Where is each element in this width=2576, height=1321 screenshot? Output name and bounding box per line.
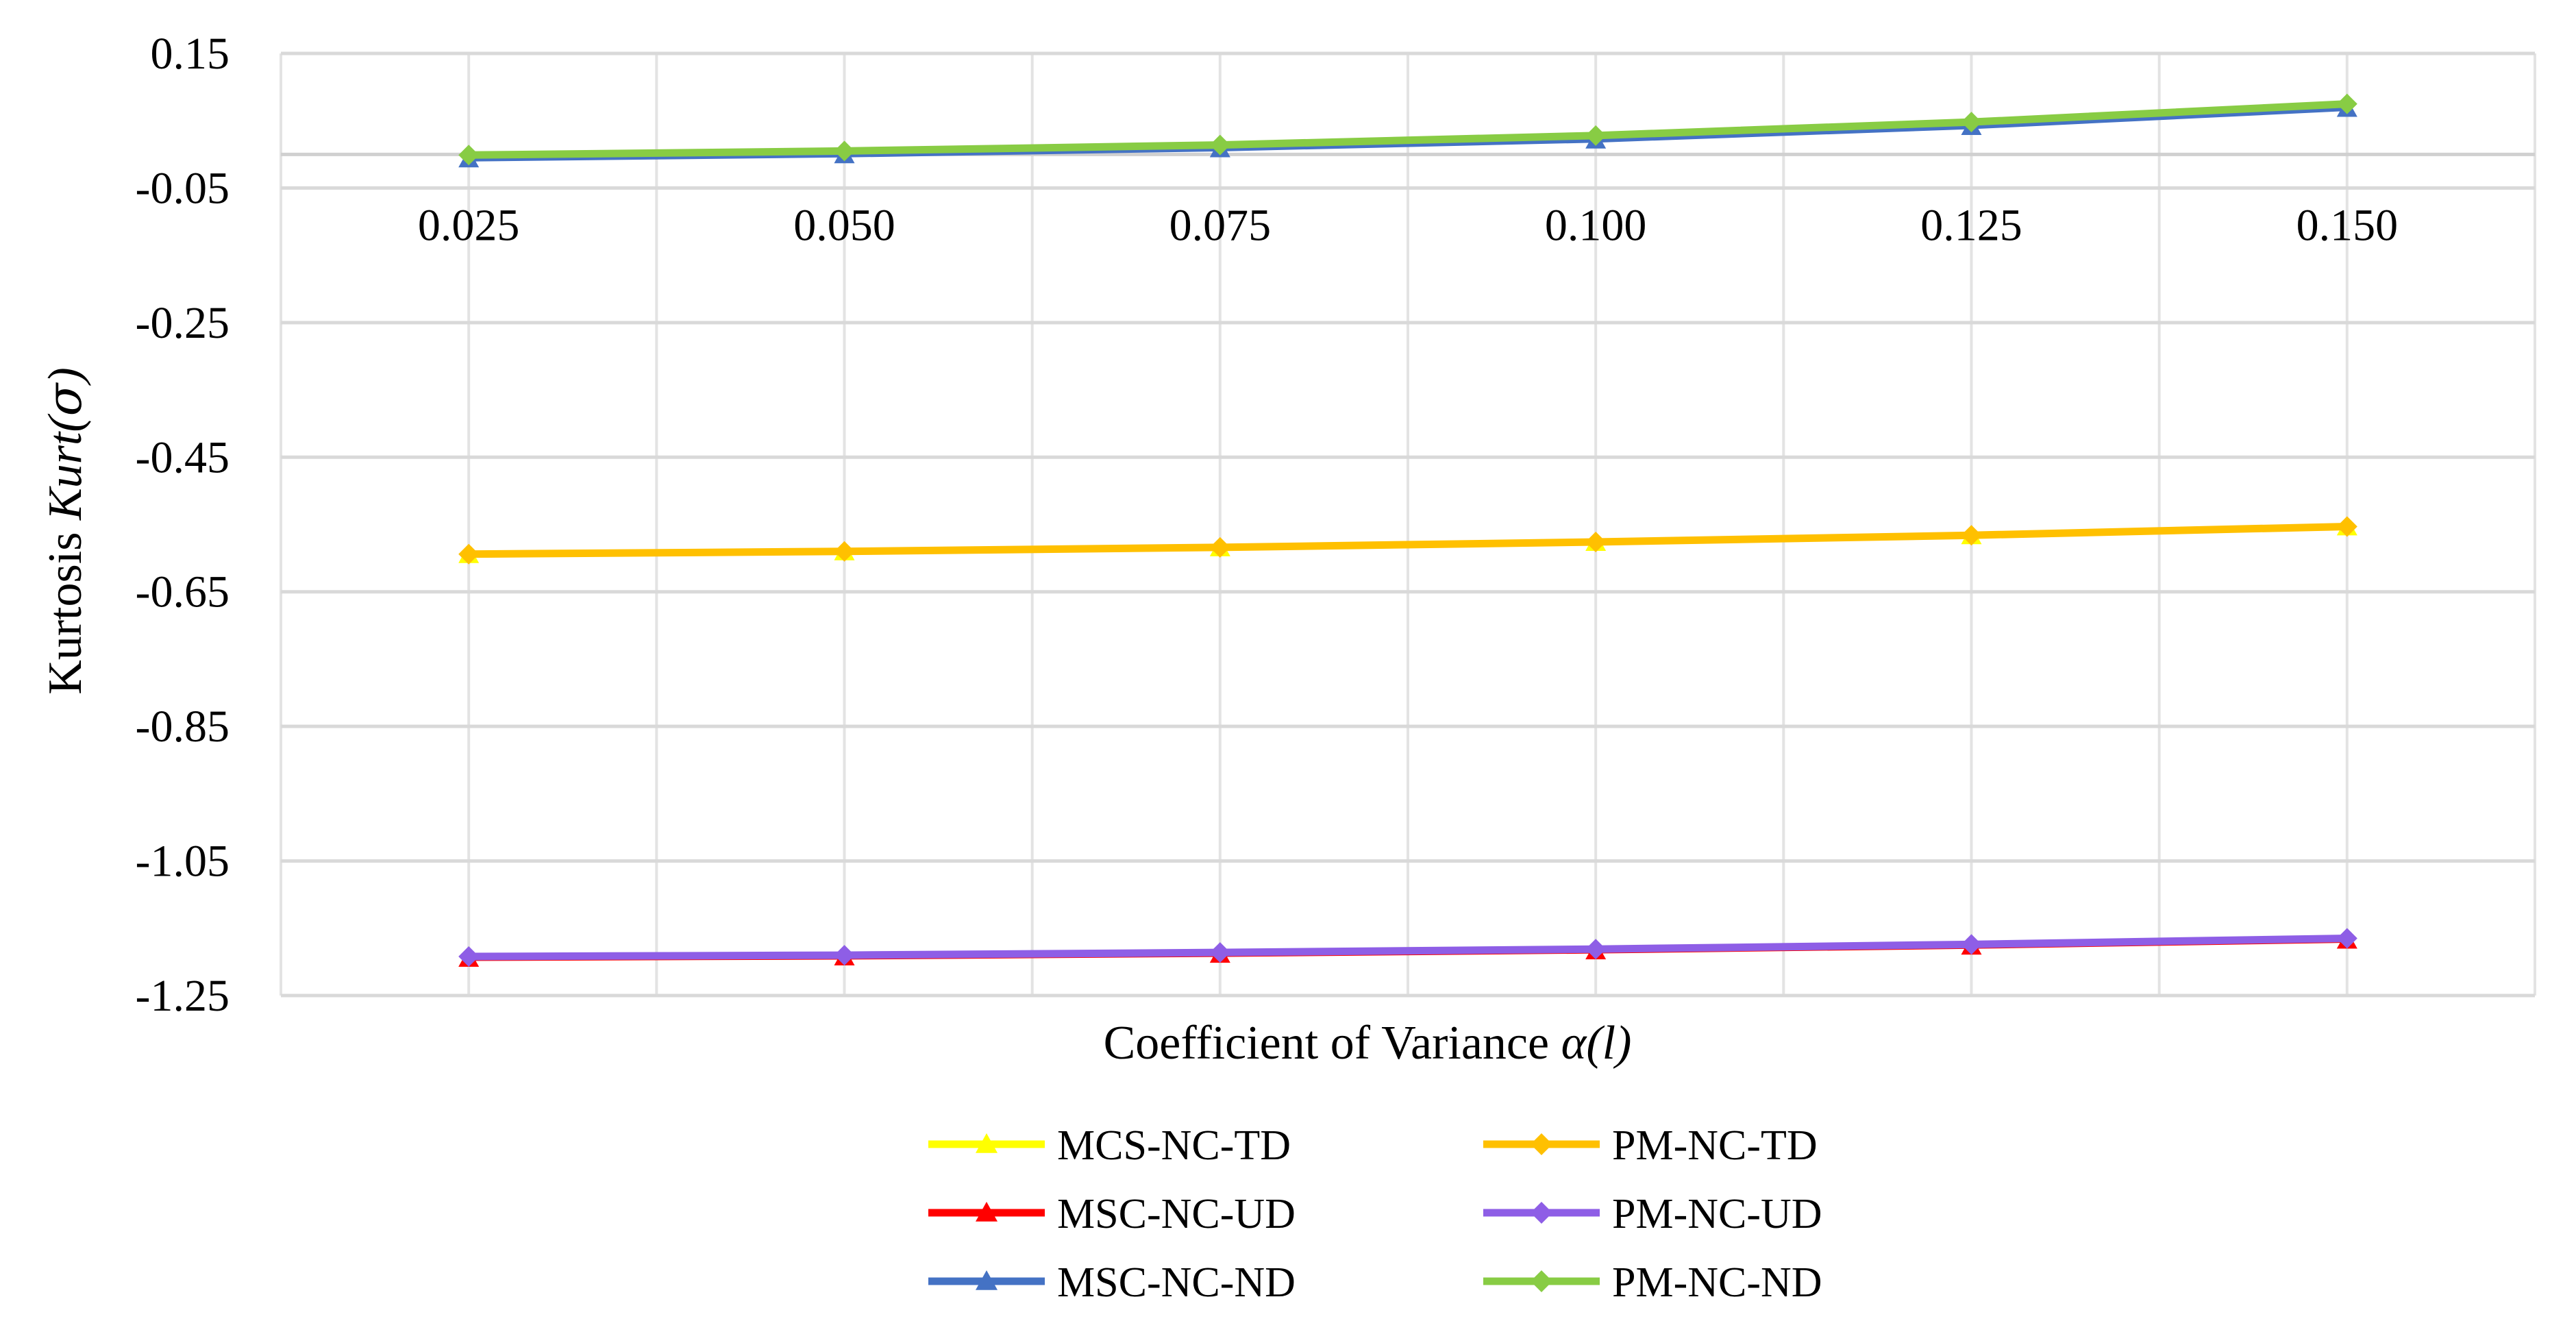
data-point (1209, 942, 1230, 963)
data-point (458, 543, 480, 565)
y-tick-label: -0.85 (136, 702, 230, 752)
series-layer (458, 93, 2357, 967)
legend-swatch-marker (976, 1202, 998, 1222)
data-point (1585, 532, 1607, 553)
y-tick-label: -0.45 (136, 432, 230, 482)
legend-item: PM-NC-TD (1483, 1122, 1818, 1169)
data-point (1961, 934, 1982, 955)
legend-label: PM-NC-ND (1612, 1259, 1822, 1306)
series-line (469, 106, 2348, 162)
y-axis-title: Kurtosis Kurt(σ) (36, 367, 92, 695)
y-tick-label: -0.05 (136, 163, 230, 213)
legend-swatch-marker (1531, 1202, 1552, 1224)
data-point (834, 541, 855, 562)
series-pm-nc-td (458, 516, 2357, 565)
y-tick-label: 0.15 (151, 29, 230, 79)
tick-layer: 0.15 -0.05 -0.25 -0.45 -0.65 -0.85 -1.05 -1.25 0… (136, 29, 2399, 1021)
series-line (469, 935, 2347, 961)
y-tick-label: -0.25 (136, 298, 230, 348)
legend: MCS-NC-TD MSC-NC-UD MSC-NC-ND PM-NC-TD PM-NC… (928, 1122, 1822, 1306)
x-tick-label: 0.100 (1545, 200, 1647, 250)
x-tick-label: 0.075 (1169, 200, 1272, 250)
legend-label: MCS-NC-TD (1057, 1122, 1291, 1169)
legend-swatch-marker (1531, 1133, 1552, 1155)
legend-label: MSC-NC-ND (1057, 1259, 1296, 1306)
grid-layer (280, 51, 2536, 998)
legend-item: MCS-NC-TD (928, 1122, 1291, 1169)
x-tick-label: 0.150 (2296, 200, 2399, 250)
data-point (1961, 525, 1982, 546)
legend-label: MSC-NC-UD (1057, 1191, 1296, 1237)
data-point (458, 946, 480, 967)
legend-swatch-marker (976, 1133, 998, 1153)
series-line (469, 522, 2347, 558)
series-pm-nc-nd (458, 93, 2357, 166)
data-point (1585, 939, 1607, 960)
data-point (2336, 928, 2357, 949)
legend-swatch-marker (976, 1270, 998, 1290)
x-tick-label: 0.125 (1920, 200, 2022, 250)
data-point (1961, 112, 1982, 133)
legend-label: PM-NC-UD (1612, 1191, 1822, 1237)
data-point (2336, 93, 2357, 114)
data-point (2336, 516, 2357, 537)
legend-swatch-marker (1531, 1270, 1552, 1292)
legend-item: MSC-NC-ND (928, 1259, 1296, 1306)
data-point (1209, 536, 1230, 558)
legend-item: PM-NC-UD (1483, 1191, 1822, 1237)
x-tick-label: 0.050 (793, 200, 895, 250)
x-axis-title: Coefficient of Variance α(l) (1104, 1017, 1632, 1070)
data-point (458, 145, 480, 166)
data-point (1209, 134, 1230, 156)
series-pm-nc-ud (458, 928, 2357, 967)
legend-item: MSC-NC-UD (928, 1191, 1296, 1237)
legend-label: PM-NC-TD (1612, 1122, 1818, 1169)
series-line (469, 100, 2348, 159)
legend-item: PM-NC-ND (1483, 1259, 1822, 1306)
data-point (834, 945, 855, 966)
x-tick-label: 0.025 (418, 200, 520, 250)
y-tick-label: -0.65 (136, 567, 230, 617)
y-tick-label: -1.05 (136, 837, 230, 887)
data-point (834, 140, 855, 162)
data-point (1585, 125, 1607, 146)
y-tick-label: -1.25 (136, 971, 230, 1021)
